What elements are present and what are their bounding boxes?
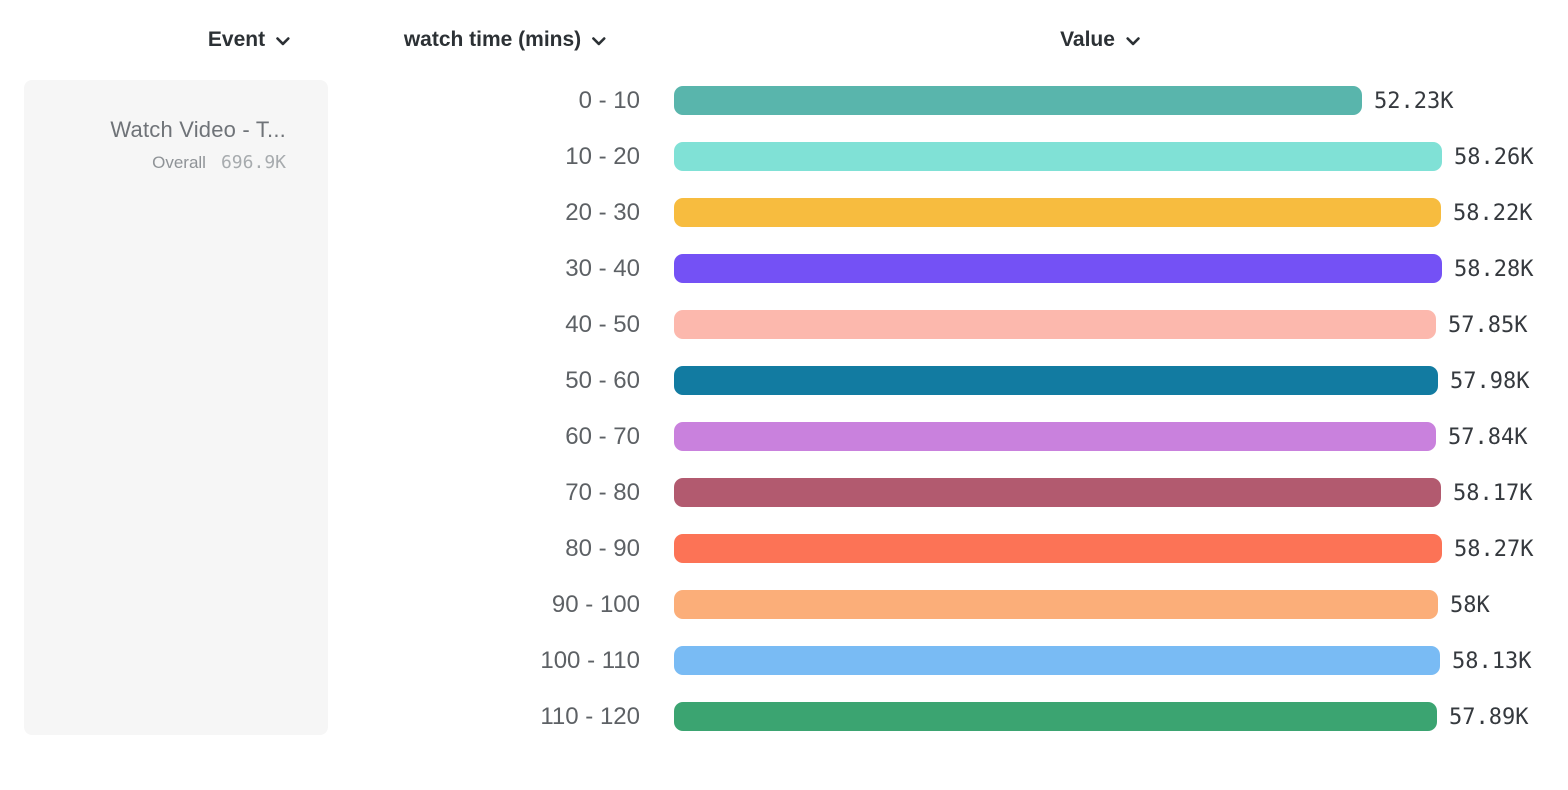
bucket-label: 0 - 10 bbox=[578, 87, 640, 114]
value-column-label: Value bbox=[1060, 28, 1115, 51]
event-overall-row: Overall 696.9K bbox=[24, 152, 286, 173]
value-bar[interactable] bbox=[674, 198, 1441, 227]
bucket-label: 80 - 90 bbox=[565, 535, 640, 562]
value-bar[interactable] bbox=[674, 646, 1440, 675]
value-bar[interactable] bbox=[674, 86, 1362, 115]
value-label: 57.85K bbox=[1448, 313, 1528, 338]
value-label: 57.84K bbox=[1448, 425, 1528, 450]
value-bar[interactable] bbox=[674, 310, 1436, 339]
chevron-down-icon bbox=[592, 37, 606, 46]
event-card[interactable]: Watch Video - T... Overall 696.9K bbox=[24, 80, 328, 735]
event-column-label: Event bbox=[207, 28, 266, 51]
bucket-label: 50 - 60 bbox=[565, 367, 640, 394]
bucket-label: 100 - 110 bbox=[540, 647, 640, 674]
value-label: 57.98K bbox=[1450, 369, 1530, 394]
bar-row: 80 - 90 58.27K bbox=[0, 534, 1568, 563]
chevron-down-icon bbox=[276, 37, 290, 46]
event-card-content: Watch Video - T... Overall 696.9K bbox=[24, 117, 286, 173]
value-column-dropdown[interactable]: Value bbox=[1060, 28, 1140, 52]
value-label: 58.27K bbox=[1454, 537, 1534, 562]
value-bar[interactable] bbox=[674, 366, 1438, 395]
bucket-label: 10 - 20 bbox=[565, 143, 640, 170]
bucket-label: 90 - 100 bbox=[551, 591, 640, 618]
bar-row: 110 - 120 57.89K bbox=[0, 702, 1568, 731]
value-label: 57.89K bbox=[1449, 705, 1529, 730]
bucket-column-label: watch time (mins) bbox=[403, 28, 582, 51]
overall-value: 696.9K bbox=[220, 152, 286, 173]
value-label: 58.26K bbox=[1454, 145, 1534, 170]
bar-row: 20 - 30 58.22K bbox=[0, 198, 1568, 227]
bucket-label: 60 - 70 bbox=[565, 423, 640, 450]
bar-row: 10 - 20 58.26K bbox=[0, 142, 1568, 171]
bucket-label: 20 - 30 bbox=[565, 199, 640, 226]
value-bar[interactable] bbox=[674, 254, 1442, 283]
bar-row: 90 - 100 58K bbox=[0, 590, 1568, 619]
bar-row: 40 - 50 57.85K bbox=[0, 310, 1568, 339]
value-bar[interactable] bbox=[674, 422, 1436, 451]
overall-label: Overall bbox=[152, 153, 206, 172]
bar-row: 50 - 60 57.98K bbox=[0, 366, 1568, 395]
value-bar[interactable] bbox=[674, 534, 1442, 563]
value-bar[interactable] bbox=[674, 702, 1437, 731]
bar-row: 30 - 40 58.28K bbox=[0, 254, 1568, 283]
event-column-dropdown[interactable]: Event bbox=[208, 28, 290, 52]
value-bar[interactable] bbox=[674, 478, 1441, 507]
bucket-label: 70 - 80 bbox=[565, 479, 640, 506]
value-label: 58.22K bbox=[1453, 201, 1533, 226]
bar-row: 60 - 70 57.84K bbox=[0, 422, 1568, 451]
value-label: 58.28K bbox=[1454, 257, 1534, 282]
value-label: 58K bbox=[1450, 593, 1490, 618]
bucket-label: 40 - 50 bbox=[565, 311, 640, 338]
bar-row: 0 - 10 52.23K bbox=[0, 86, 1568, 115]
value-bar[interactable] bbox=[674, 590, 1438, 619]
bar-row: 70 - 80 58.17K bbox=[0, 478, 1568, 507]
value-label: 58.13K bbox=[1452, 649, 1532, 674]
bucket-column-dropdown[interactable]: watch time (mins) bbox=[404, 28, 606, 52]
bucket-label: 30 - 40 bbox=[565, 255, 640, 282]
bucket-label: 110 - 120 bbox=[540, 703, 640, 730]
chevron-down-icon bbox=[1126, 37, 1140, 46]
value-bar[interactable] bbox=[674, 142, 1442, 171]
bar-row: 100 - 110 58.13K bbox=[0, 646, 1568, 675]
value-label: 58.17K bbox=[1453, 481, 1533, 506]
value-label: 52.23K bbox=[1374, 89, 1454, 114]
event-title: Watch Video - T... bbox=[110, 117, 286, 142]
